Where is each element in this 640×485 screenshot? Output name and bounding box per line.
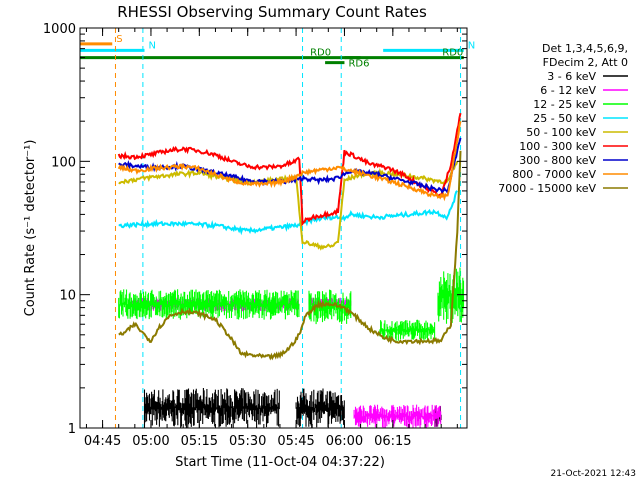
legend-label-5: 100 - 300 keV bbox=[519, 140, 596, 153]
legend-header-line-1: Det 1,3,4,5,6,9, bbox=[542, 42, 628, 55]
trace-3 bbox=[118, 190, 458, 236]
trace-8 bbox=[118, 150, 462, 361]
y-axis-ticks: 1 10 100 1000 bbox=[43, 22, 467, 437]
x-axis-ticks: 04:45 05:00 05:15 05:30 05:45 06:00 06:15 bbox=[84, 28, 458, 449]
x-tick-label-4: 05:45 bbox=[277, 434, 314, 449]
y-tick-label-0: 1 bbox=[68, 422, 76, 437]
trace-4 bbox=[118, 160, 459, 251]
series-4 bbox=[118, 160, 459, 251]
legend-label-1: 6 - 12 keV bbox=[540, 84, 596, 97]
trace-5 bbox=[117, 112, 462, 227]
y-tick-label-2: 100 bbox=[51, 155, 76, 170]
x-tick-label-0: 04:45 bbox=[84, 434, 121, 449]
timestamp-stamp: 21-Oct-2021 12:43 bbox=[551, 469, 636, 479]
trace-2-segment-2 bbox=[379, 319, 436, 341]
legend-label-4: 50 - 100 keV bbox=[526, 126, 596, 139]
x-tick-label-2: 05:15 bbox=[181, 434, 218, 449]
legend-label-6: 300 - 800 keV bbox=[519, 154, 596, 167]
series-traces bbox=[117, 112, 465, 428]
trace-2-segment-0 bbox=[118, 289, 300, 320]
legend: Det 1,3,4,5,6,9, FDecim 2, Att 0 3 - 6 k… bbox=[498, 42, 628, 195]
trace-0-segment-1 bbox=[295, 388, 345, 428]
flag-label-5: RD0 bbox=[442, 48, 463, 59]
series-3 bbox=[118, 190, 458, 236]
event-markers bbox=[114, 28, 462, 428]
legend-label-7: 800 - 7000 keV bbox=[512, 168, 596, 181]
series-6 bbox=[118, 137, 462, 196]
legend-label-0: 3 - 6 keV bbox=[547, 70, 596, 83]
legend-label-2: 12 - 25 keV bbox=[533, 98, 596, 111]
observing-flags: S N N RD0 RD6 RD0 bbox=[80, 34, 475, 70]
legend-header-line-2: FDecim 2, Att 0 bbox=[543, 56, 628, 69]
flag-label-0: S bbox=[116, 34, 122, 45]
legend-label-8: 7000 - 15000 keV bbox=[498, 182, 596, 195]
flag-label-1: N bbox=[149, 40, 156, 51]
y-tick-label-3: 1000 bbox=[43, 22, 76, 37]
series-5 bbox=[117, 112, 462, 227]
x-tick-label-6: 06:15 bbox=[374, 434, 411, 449]
series-7 bbox=[117, 120, 462, 202]
legend-label-3: 25 - 50 keV bbox=[533, 112, 596, 125]
series-0 bbox=[143, 388, 442, 428]
x-axis-label: Start Time (11-Oct-04 04:37:22) bbox=[175, 455, 385, 470]
flag-label-2: N bbox=[468, 40, 475, 51]
trace-0-segment-0 bbox=[143, 388, 280, 428]
trace-6 bbox=[118, 137, 462, 196]
flag-label-4: RD6 bbox=[348, 59, 369, 70]
trace-7 bbox=[117, 120, 462, 202]
y-tick-label-1: 10 bbox=[59, 289, 76, 304]
chart-title: RHESSI Observing Summary Count Rates bbox=[117, 3, 427, 21]
y-axis-label: Count Rate (s⁻¹ detector⁻¹) bbox=[23, 140, 38, 317]
x-tick-label-3: 05:30 bbox=[229, 434, 266, 449]
x-tick-label-1: 05:00 bbox=[132, 434, 169, 449]
trace-1-segment-2 bbox=[353, 404, 442, 428]
plot-frame bbox=[79, 27, 468, 429]
series-2 bbox=[118, 267, 465, 341]
series-8 bbox=[118, 150, 462, 361]
x-tick-label-5: 06:00 bbox=[326, 434, 363, 449]
flag-label-3: RD0 bbox=[310, 48, 331, 59]
